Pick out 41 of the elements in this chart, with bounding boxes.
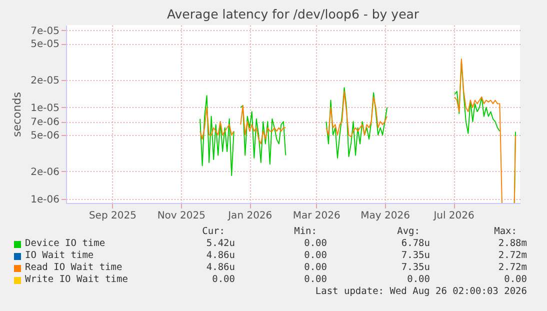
text: 2.72m <box>498 250 527 261</box>
text: 4.86u <box>206 250 235 261</box>
text: Cur: <box>202 226 225 237</box>
text: 4.86u <box>206 262 235 273</box>
text: 7.35u <box>401 250 430 261</box>
legend-label: Read IO Wait time <box>25 262 122 273</box>
y-tick-label: 7e-06 <box>30 117 60 128</box>
y-axis-title: seconds <box>10 92 24 137</box>
y-tick-label: 1e-06 <box>30 194 60 206</box>
chart-title: Average latency for /dev/loop6 - by year <box>166 6 420 22</box>
x-tick-label: Nov 2025 <box>157 210 206 222</box>
text: Min: <box>294 226 317 237</box>
text: Last update: Wed Aug 26 02:00:03 2026 <box>315 286 527 297</box>
text: 0.00 <box>304 250 327 261</box>
y-tick-label: 2e-05 <box>30 75 60 86</box>
text: Avg: <box>397 226 420 237</box>
y-tick-label: 1e-05 <box>30 102 60 114</box>
text: 2.72m <box>498 262 527 273</box>
text: 2.88m <box>498 238 527 249</box>
text: 6.78u <box>401 238 430 249</box>
text: 0.00 <box>304 262 327 273</box>
x-tick-label: May 2026 <box>360 210 410 222</box>
x-tick-label: Jul 2026 <box>432 210 474 222</box>
x-tick-label: Mar 2026 <box>292 210 340 222</box>
y-tick-label: 5e-06 <box>30 130 60 142</box>
x-tick-label: Sep 2025 <box>88 210 136 222</box>
text: 5.42u <box>206 238 235 249</box>
x-tick-label: Jan 2026 <box>227 210 272 222</box>
text: 0.00 <box>304 238 327 249</box>
text: Max: <box>494 226 517 237</box>
y-tick-label: 7e-05 <box>30 26 60 37</box>
legend-label: IO Wait time <box>25 250 94 261</box>
legend-label: Device IO time <box>25 238 106 249</box>
text: 0.00 <box>212 274 235 285</box>
y-tick-label: 2e-06 <box>30 166 60 178</box>
y-tick-label: 5e-05 <box>30 39 60 50</box>
text: 7.35u <box>401 262 430 273</box>
text: 0.00 <box>504 274 527 285</box>
text: 0.00 <box>304 274 327 285</box>
text: 0.00 <box>407 274 430 285</box>
legend-label: Write IO Wait time <box>25 274 128 285</box>
